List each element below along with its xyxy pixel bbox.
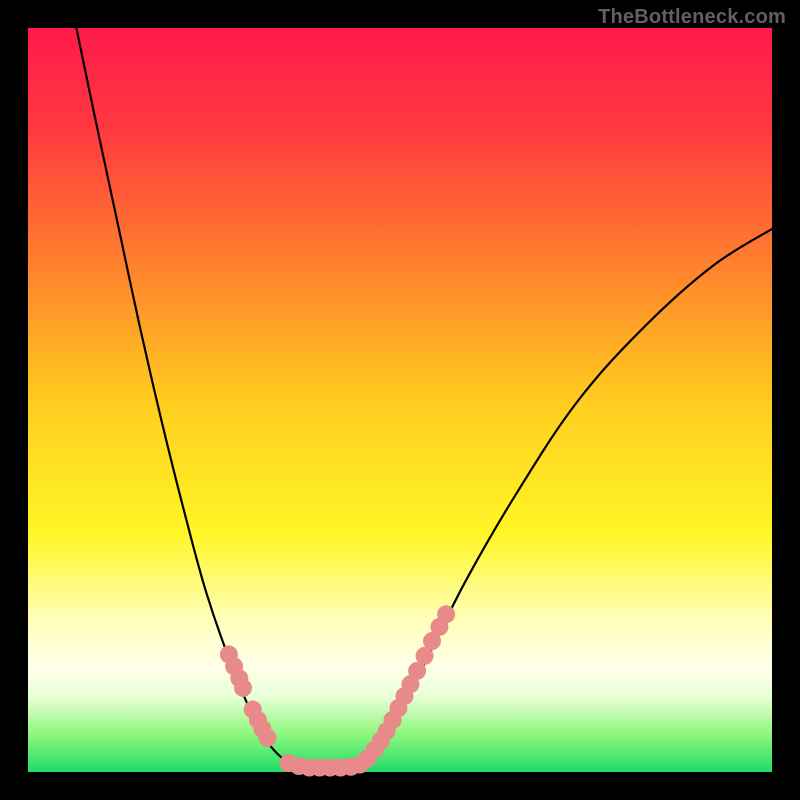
- data-point: [259, 729, 277, 747]
- plot-frame: [28, 28, 772, 772]
- curve-svg: [28, 28, 772, 772]
- watermark-text: TheBottleneck.com: [598, 6, 786, 29]
- plot-area: [28, 28, 772, 772]
- data-point: [234, 679, 252, 697]
- data-point: [437, 605, 455, 623]
